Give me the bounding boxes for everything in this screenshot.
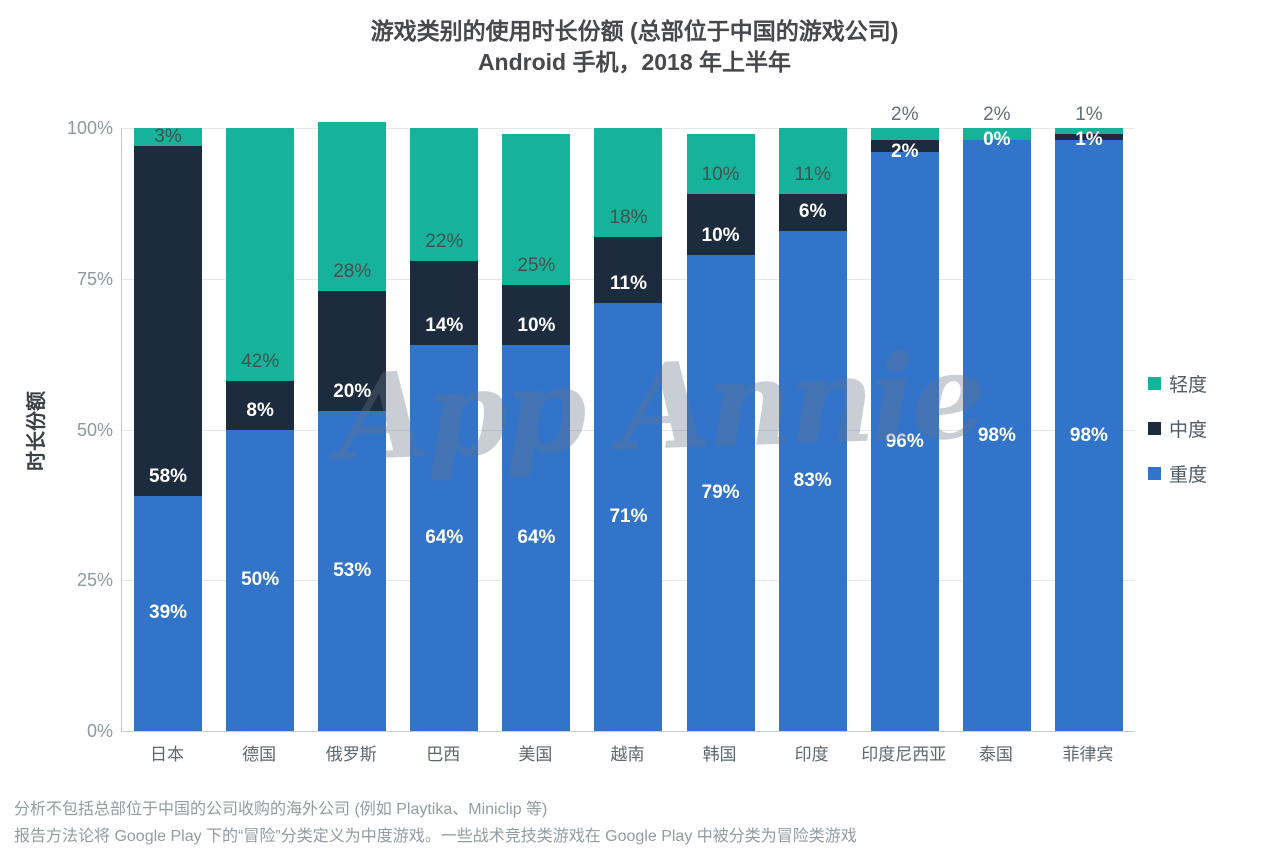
legend: 轻度 中度 重度 [1148,370,1207,505]
x-axis-label: 越南 [610,745,645,764]
x-axis-label: 印度 [794,745,829,764]
x-axis-label: 德国 [242,745,277,764]
bar-segment-mid[interactable] [686,194,755,255]
bar-segment-heavy[interactable] [318,411,387,731]
legend-item-重度[interactable]: 重度 [1148,460,1207,487]
bar-segment-heavy[interactable] [870,152,939,731]
bar-segment-heavy[interactable] [226,429,295,731]
stacked-bar[interactable]: 83% 6% 11% [778,128,847,731]
y-tick-label: 50% [76,419,113,440]
x-axis-label: 巴西 [426,745,461,764]
bar-segment-light[interactable] [962,128,1031,141]
legend-label: 中度 [1169,420,1208,441]
footnote-line-1: 分析不包括总部位于中国的公司收购的海外公司 (例如 Playtika、Minic… [14,801,548,818]
legend-item-中度[interactable]: 中度 [1148,415,1207,442]
bar-column: 39% 58% 3% [122,126,214,731]
bar-segment-heavy[interactable] [1054,140,1123,731]
bar-column: 71% 11% 18% [582,128,674,731]
footnotes: 分析不包括总部位于中国的公司收购的海外公司 (例如 Playtika、Minic… [14,796,1254,850]
stacked-bar[interactable]: 64% 14% 22% [410,128,479,731]
bar-column: 50% 8% 42% [214,128,306,731]
bar-column: 83% 6% 11% [767,128,859,731]
footnote-line-2: 报告方法论将 Google Play 下的“冒险”分类定义为中度游戏。一些战术竞… [14,828,857,845]
x-axis-label: 美国 [518,745,553,764]
stacked-bar[interactable]: 53% 20% 28% [318,121,387,731]
bar-segment-light[interactable] [594,128,663,237]
y-tick-label: 75% [76,268,113,289]
bar-segment-light[interactable] [226,128,295,382]
stacked-bar[interactable]: 79% 10% 10% [686,128,755,731]
bar-segment-heavy[interactable] [502,345,571,731]
segment-value-light: 2% [891,104,919,125]
bar-segment-heavy[interactable] [686,254,755,731]
legend-label: 重度 [1169,465,1208,486]
bar-segment-mid[interactable] [226,381,295,430]
legend-swatch [1148,422,1161,435]
x-axis-label: 菲律宾 [1062,745,1114,764]
y-tick-label: 100% [66,118,113,138]
bar-segment-mid[interactable] [594,236,663,303]
x-axis-label: 俄罗斯 [325,745,377,764]
bar-segment-mid[interactable] [502,284,571,346]
bar-segment-light[interactable] [318,121,387,291]
stacked-bar[interactable]: 98% 1% 1% [1054,104,1123,731]
bar-column: 64% 14% 22% [398,128,490,731]
bar-column: 98% 1% 1% [1043,104,1135,731]
segment-value-light: 2% [983,104,1011,125]
stacked-bar[interactable]: 50% 8% 42% [226,128,295,731]
chart-title-line2: Android 手机，2018 年上半年 [477,49,792,75]
bar-segment-heavy[interactable] [134,495,203,731]
legend-label: 轻度 [1169,375,1208,396]
bar-segment-heavy[interactable] [778,230,847,731]
bar-segment-light[interactable] [686,134,755,195]
bar-column: 79% 10% 10% [675,128,767,731]
stacked-bar[interactable]: 64% 10% 25% [502,128,571,731]
chart-title-line1: 游戏类别的使用时长份额 (总部位于中国的游戏公司) [370,18,899,44]
bar-column: 96% 2% 2% [859,104,951,731]
bar-segment-mid[interactable] [870,140,939,153]
bar-segment-mid[interactable] [778,194,847,231]
y-tick-label: 0% [86,721,113,741]
bar-segment-light[interactable] [502,134,571,285]
bar-segment-heavy[interactable] [962,140,1031,731]
x-axis-label: 日本 [150,745,185,764]
stacked-bar[interactable]: 98% 0% 2% [962,104,1031,731]
x-axis-label: 泰国 [978,745,1013,764]
plot-area: 39% 58% 3% 50% 8% 42% 53% 20% 28% 64% 14% 22% 64% 10%… [121,104,1135,732]
bar-segment-mid[interactable] [134,146,203,496]
stacked-bar[interactable]: 39% 58% 3% [134,126,203,731]
bar-segment-mid[interactable] [410,260,479,346]
legend-swatch [1148,377,1161,390]
bar-segment-light[interactable] [410,128,479,261]
bar-column: 98% 0% 2% [951,104,1043,731]
segment-value-light: 1% [1075,104,1103,125]
bar-segment-light[interactable] [870,128,939,141]
legend-item-轻度[interactable]: 轻度 [1148,370,1207,397]
bar-segment-light[interactable] [1054,128,1123,135]
chart-title: 游戏类别的使用时长份额 (总部位于中国的游戏公司) Android 手机，201… [0,16,1269,78]
bar-column: 64% 10% 25% [490,128,582,731]
stacked-bar[interactable]: 71% 11% 18% [594,128,663,731]
bar-segment-light[interactable] [778,128,847,195]
legend-swatch [1148,467,1161,480]
x-axis-label: 印度尼西亚 [861,745,947,764]
x-axis-label: 韩国 [702,745,737,764]
bar-segment-light[interactable] [134,128,203,147]
y-tick-label: 25% [76,570,113,591]
stacked-bar[interactable]: 96% 2% 2% [870,104,939,731]
bar-segment-heavy[interactable] [594,302,663,731]
bar-segment-mid[interactable] [1054,134,1123,141]
bar-segment-heavy[interactable] [410,345,479,731]
bar-column: 53% 20% 28% [306,121,398,731]
bar-segment-mid[interactable] [318,290,387,412]
